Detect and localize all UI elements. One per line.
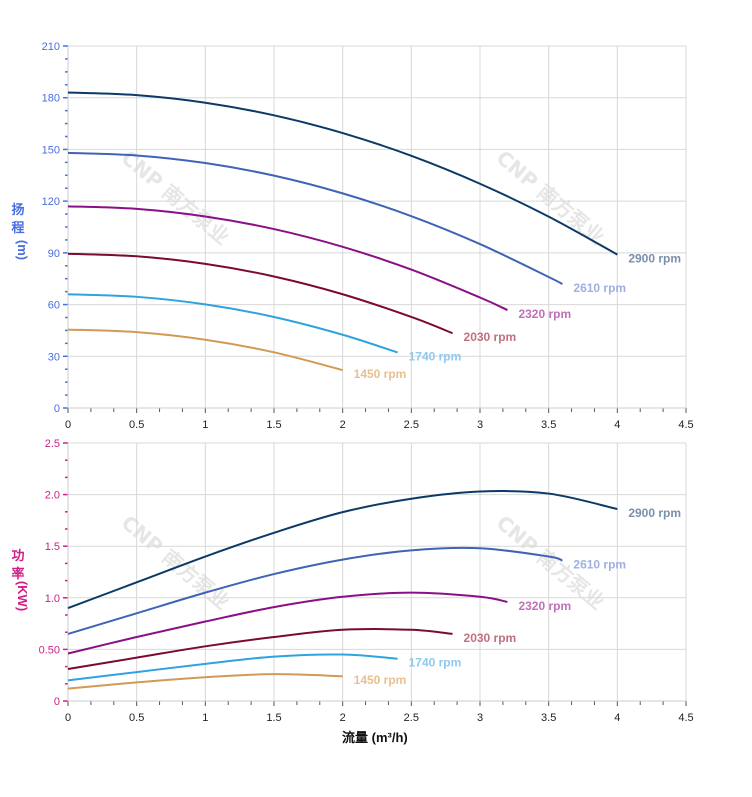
watermark-logo: CNP 南方泵业 [117,510,234,614]
x-tick-label: 4.5 [678,419,693,431]
series-label: 1450 rpm [354,673,407,687]
y-tick-label: 0.50 [39,644,60,656]
y-tick-label: 150 [42,144,60,156]
y-tick-label: 90 [48,248,60,260]
x-tick-label: 0 [65,419,71,431]
x-tick-label: 1 [202,419,208,431]
series-line-2030-rpm [67,252,453,335]
y-axis-label-char: 程 [11,220,24,235]
series-line-2320-rpm [67,591,508,655]
y-tick-label: 0 [54,696,60,708]
x-tick-label: 2.5 [404,419,419,431]
x-tick-label: 1.5 [266,419,281,431]
y-tick-label: 30 [48,351,60,363]
y-axis-unit: (m) [15,240,30,260]
series-line-2610-rpm [67,546,563,635]
x-tick-label: 2 [340,712,346,724]
x-tick-label: 1 [202,712,208,724]
series-line-2030-rpm [67,628,453,670]
x-tick-label: 1.5 [266,712,281,724]
x-tick-label: 4.5 [678,712,693,724]
series-line-2900-rpm [67,490,618,610]
y-tick-label: 1.0 [45,593,60,605]
series-label: 2320 rpm [518,599,571,613]
series-label: 2320 rpm [518,307,571,321]
x-tick-label: 0 [65,712,71,724]
power-chart: 0 0.5 1 1.5 2 2.5 3 3.5 4 4.5 0 0.50 1.0 1.5 2.0 2.5 功率(… [11,438,693,745]
series-label: 2610 rpm [573,281,626,295]
series-line-2610-rpm [67,151,563,285]
y-tick-label: 2.5 [45,438,60,450]
x-tick-label: 2 [340,419,346,431]
head-chart: 0 0.5 1 1.5 2 2.5 3 3.5 4 4.5 0 30 60 90 120 150 180 210 扬… [11,41,693,431]
series-line-1740-rpm [67,293,398,354]
x-tick-label: 4 [614,419,620,431]
series-label: 1450 rpm [354,367,407,381]
y-tick-label: 60 [48,300,60,312]
series-label: 2030 rpm [464,631,517,645]
y-tick-label: 2.0 [45,490,60,502]
series-label: 2900 rpm [628,506,681,520]
x-tick-label: 0.5 [129,712,144,724]
y-tick-label: 120 [42,196,60,208]
x-tick-label: 3 [477,419,483,431]
x-tick-label: 3.5 [541,712,556,724]
series-line-1740-rpm [67,653,398,682]
y-tick-label: 210 [42,41,60,53]
y-axis-label-char: 扬 [11,202,24,217]
series-label: 1740 rpm [409,656,462,670]
x-axis-label: 流量 (m³/h) [342,730,408,745]
y-tick-label: 180 [42,93,60,105]
series-label: 2610 rpm [573,558,626,572]
series-label: 1740 rpm [409,349,462,363]
watermark-logo: CNP 南方泵业 [117,145,234,249]
series-line-2320-rpm [67,205,508,311]
y-axis-label-char: 率 [11,566,24,581]
x-tick-label: 2.5 [404,712,419,724]
y-axis-unit: (KW) [15,581,30,611]
series-label: 2900 rpm [628,252,681,266]
x-tick-label: 3 [477,712,483,724]
y-tick-label: 1.5 [45,541,60,553]
series-line-2900-rpm [67,91,618,256]
y-axis-label-char: 功 [11,548,24,563]
x-tick-label: 4 [614,712,620,724]
series-label: 2030 rpm [464,330,517,344]
series-line-1450-rpm [67,328,343,372]
x-tick-label: 0.5 [129,419,144,431]
y-tick-label: 0 [54,403,60,415]
series-line-1450-rpm [67,673,343,690]
x-tick-label: 3.5 [541,419,556,431]
